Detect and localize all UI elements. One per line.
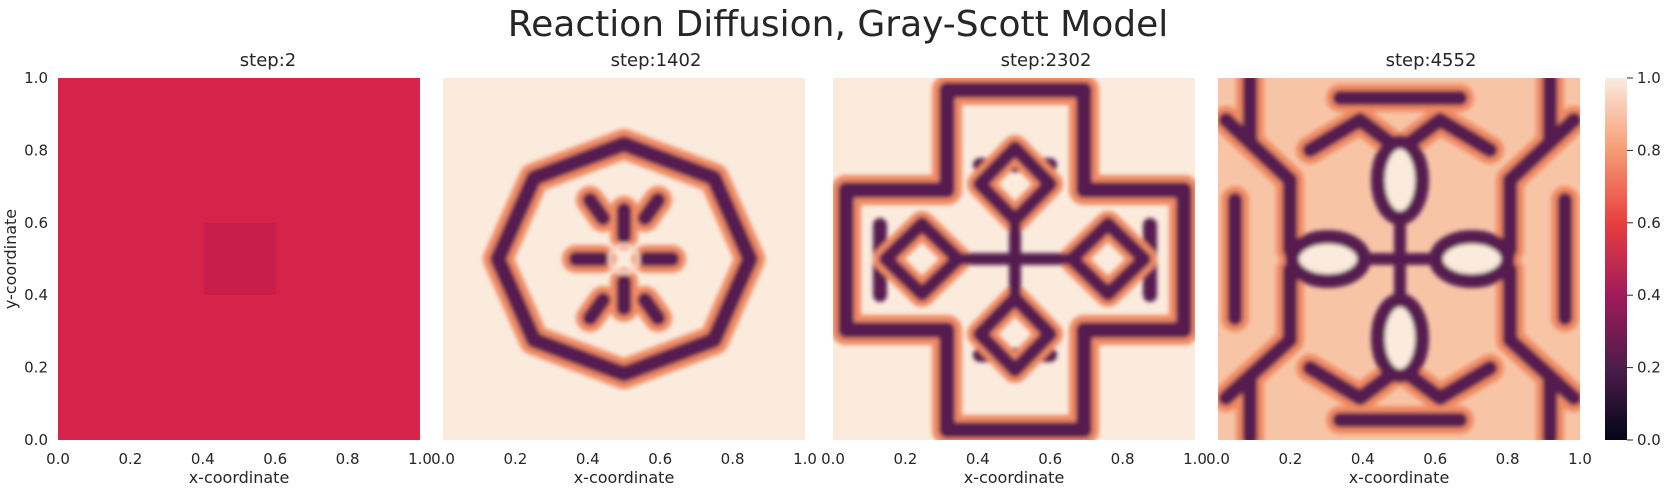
colorbar-tick-label: 0.8 [1637,141,1661,159]
x-tick-label: 0.8 [336,450,360,468]
y-tick-label: 1.0 [24,69,48,87]
y-tick-label: 0.0 [24,431,48,449]
x-tick-label: 1.0 [793,450,817,468]
panel-title-step-4552: step:4552 [1386,50,1477,71]
y-axis-label: y-coordinate [1,209,20,309]
x-tick-label: 0.8 [1111,450,1135,468]
panel-title-step-2: step:2 [240,50,296,71]
x-axis-label-panel-1: x-coordinate [189,468,290,487]
colorbar-tick-label: 0.0 [1637,431,1661,449]
panel-title-step-2302: step:2302 [1001,50,1092,71]
x-tick-label: 0.0 [431,450,455,468]
seed-patch [204,223,276,295]
colorbar-tick-label: 0.4 [1637,286,1661,304]
heatmap-panel-step-2 [58,78,420,440]
x-tick-label: 0.4 [966,450,990,468]
colorbar-tick-label: 0.6 [1637,214,1661,232]
y-tick-label: 0.4 [24,286,48,304]
x-tick-label: 0.2 [118,450,142,468]
colorbar-tick-label: 0.2 [1637,359,1661,377]
heatmap-panel-step-4552 [1218,78,1580,440]
x-tick-label: 0.6 [1038,450,1062,468]
x-tick-label: 0.0 [821,450,845,468]
y-tick-label: 0.6 [24,214,48,232]
x-tick-label: 1.0 [1568,450,1592,468]
colorbar: 0.0 0.2 0.4 0.6 0.8 1.0 [1605,69,1661,449]
x-tick-label: 0.6 [263,450,287,468]
x-tick-label: 0.2 [893,450,917,468]
x-tick-label: 0.8 [1496,450,1520,468]
y-tick-label: 0.2 [24,359,48,377]
x-tick-label: 1.0 [408,450,432,468]
x-tick-label: 0.2 [503,450,527,468]
x-axis-label-panel-4: x-coordinate [1349,468,1450,487]
x-tick-label: 0.0 [46,450,70,468]
x-tick-label: 0.4 [1351,450,1375,468]
figure-title: Reaction Diffusion, Gray-Scott Model [508,4,1168,45]
heatmap-panel-step-2302 [833,78,1195,440]
axes-layer: 0.0 0.2 0.4 0.6 0.8 1.00.00.20.40.60.81.00.0 0… [24,69,1592,468]
x-axis-label-panel-3: x-coordinate [964,468,1065,487]
panel-title-step-1402: step:1402 [611,50,702,71]
x-tick-label: 0.4 [191,450,215,468]
x-tick-label: 0.4 [576,450,600,468]
x-tick-label: 0.6 [648,450,672,468]
colorbar-tick-label: 1.0 [1637,69,1661,87]
x-tick-label: 0.8 [721,450,745,468]
colorbar-ticks: 0.0 0.2 0.4 0.6 0.8 1.0 [1627,69,1661,449]
heatmap-panel-step-1402 [443,78,805,440]
x-tick-label: 1.0 [1183,450,1207,468]
y-tick-label: 0.8 [24,141,48,159]
x-axis-label-panel-2: x-coordinate [574,468,675,487]
colorbar-gradient [1605,78,1627,440]
x-tick-label: 0.6 [1423,450,1447,468]
x-tick-label: 0.2 [1278,450,1302,468]
x-tick-label: 0.0 [1206,450,1230,468]
